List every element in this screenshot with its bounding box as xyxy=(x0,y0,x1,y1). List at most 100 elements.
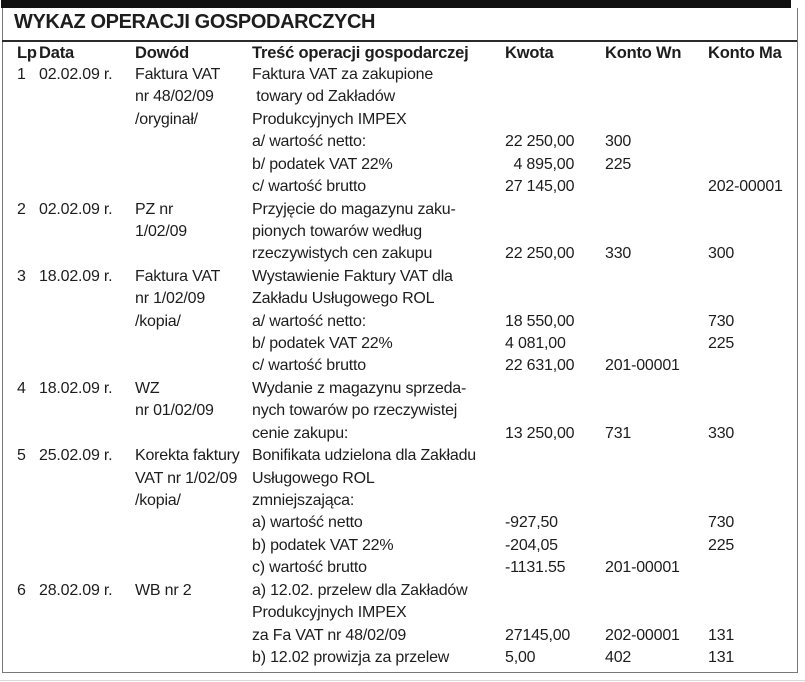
table-row: c/ wartość brutto 27 145,00 202-00001 xyxy=(0,178,805,201)
table-row: a) wartość netto -927,50 730 xyxy=(0,514,805,537)
cell-data: 18.02.09 r. xyxy=(39,267,113,285)
cell-tresc: a/ wartość netto: xyxy=(252,312,366,330)
table-row: 2 02.02.09 r. PZ nr Przyjęcie do magazynu z… xyxy=(0,201,805,224)
cell-wn: 330 xyxy=(605,245,632,263)
cell-ma: 330 xyxy=(708,424,735,442)
cell-ma: 225 xyxy=(708,536,735,554)
column-header-konto-ma: Konto Ma xyxy=(708,44,782,62)
table-row: b) 12.02 prowizja za przelew 5,00 402 131 xyxy=(0,649,805,672)
column-header-data: Data xyxy=(39,44,74,62)
table-row: 1/02/09 pionych towarów według xyxy=(0,223,805,246)
cell-dowod: /kopia/ xyxy=(135,491,181,509)
cell-tresc: Wystawienie Faktury VAT dla xyxy=(252,267,453,285)
cell-tresc: rzeczywistych cen zakupu xyxy=(252,245,433,263)
table-row: Produkcyjnych IMPEX xyxy=(0,604,805,627)
cell-tresc: b) 12.02 prowizja za przelew xyxy=(252,648,450,666)
table-row: nr 01/02/09 nych towarów po rzeczywistej xyxy=(0,402,805,425)
table-row: b/ podatek VAT 22% 4 895,00 225 xyxy=(0,156,805,179)
cell-lp: 1 xyxy=(17,66,26,83)
cell-tresc: b/ podatek VAT 22% xyxy=(252,155,393,173)
cell-dowod: Faktura VAT xyxy=(135,66,221,83)
table-row: /oryginał/Produkcyjnych IMPEX xyxy=(0,111,805,134)
cell-tresc: Faktura VAT za zakupione xyxy=(252,66,434,83)
cell-tresc: b/ podatek VAT 22% xyxy=(252,335,393,353)
cell-ma: 730 xyxy=(708,514,735,532)
table-row: b/ podatek VAT 22% 4 081,00 225 xyxy=(0,335,805,358)
bottom-edge-line xyxy=(0,680,805,681)
cell-dowod: PZ nr xyxy=(135,200,174,218)
cell-lp: 2 xyxy=(17,200,26,218)
table-row: 1 02.02.09 r. Faktura VAT Faktura VAT za za… xyxy=(0,66,805,89)
cell-lp: 3 xyxy=(17,267,26,285)
cell-tresc: a/ wartość netto: xyxy=(252,133,366,151)
cell-kwota: 27145,00 xyxy=(505,626,571,644)
cell-kwota: 27 145,00 xyxy=(505,178,575,196)
cell-wn: 225 xyxy=(605,155,632,173)
cell-tresc: nych towarów po rzeczywistej xyxy=(252,402,458,420)
table-row: nr 48/02/09 towary od Zakładów xyxy=(0,88,805,111)
cell-ma: 131 xyxy=(708,648,735,666)
cell-dowod: nr 48/02/09 xyxy=(135,88,214,106)
cell-tresc: Usługowego ROL xyxy=(252,469,375,487)
cell-kwota: -1131.55 xyxy=(505,559,566,577)
table-row: 4 18.02.09 r. WZ Wydanie z magazynu sprzeda… xyxy=(0,380,805,403)
cell-ma: 730 xyxy=(708,312,735,330)
cell-wn: 402 xyxy=(605,648,632,666)
table-row: /kopia/zmniejszająca: xyxy=(0,492,805,515)
cell-dowod: nr 01/02/09 xyxy=(135,402,214,420)
table-row: /kopia/a/ wartość netto: 18 550,00 730 xyxy=(0,313,805,336)
table-row: za Fa VAT nr 48/02/09 27145,00 202-00001 13… xyxy=(0,627,805,650)
cell-dowod: nr 1/02/09 xyxy=(135,290,206,308)
cell-kwota: 22 250,00 xyxy=(505,133,575,151)
cell-tresc: Wydanie z magazynu sprzeda- xyxy=(252,379,467,397)
cell-tresc: Zakładu Usługowego ROL xyxy=(252,290,435,308)
column-header-lp: Lp xyxy=(17,44,37,62)
cell-ma: 202-00001 xyxy=(708,178,783,196)
cell-wn: 731 xyxy=(605,424,632,442)
cell-kwota: 5,00 xyxy=(505,648,536,666)
cell-data: 02.02.09 r. xyxy=(39,66,113,83)
table-row: a/ wartość netto: 22 250,00 300 xyxy=(0,133,805,156)
table-row: 6 28.02.09 r. WB nr 2 a) 12.02. przelew dla… xyxy=(0,582,805,605)
cell-tresc: pionych towarów według xyxy=(252,222,422,240)
column-header-konto-wn: Konto Wn xyxy=(605,44,682,62)
cell-tresc: towary od Zakładów xyxy=(252,88,395,106)
cell-dowod: WB nr 2 xyxy=(135,581,192,599)
cell-wn: 300 xyxy=(605,133,632,151)
cell-kwota: 13 250,00 xyxy=(505,424,575,442)
top-black-bar xyxy=(1,0,791,8)
table-row: c/ wartość brutto 22 631,00 201-00001 xyxy=(0,357,805,380)
cell-kwota: 4 895,00 xyxy=(505,155,575,173)
cell-dowod: 1/02/09 xyxy=(135,222,187,240)
table-row: cenie zakupu: 13 250,00 731 330 xyxy=(0,425,805,448)
table-row: 5 25.02.09 r. Korekta faktury Bonifikata ud… xyxy=(0,447,805,470)
cell-lp: 6 xyxy=(17,581,26,599)
cell-kwota: 22 250,00 xyxy=(505,245,575,263)
table-row: VAT nr 1/02/09 Usługowego ROL xyxy=(0,470,805,493)
cell-dowod: WZ xyxy=(135,379,160,397)
cell-kwota: -204,05 xyxy=(505,536,558,554)
cell-tresc: Produkcyjnych IMPEX xyxy=(252,604,407,622)
cell-data: 18.02.09 r. xyxy=(39,379,113,397)
cell-tresc: a) 12.02. przelew dla Zakładów xyxy=(252,581,468,599)
table-row: rzeczywistych cen zakupu 22 250,00 330 300 xyxy=(0,245,805,268)
cell-data: 28.02.09 r. xyxy=(39,581,113,599)
cell-tresc: c/ wartość brutto xyxy=(252,357,366,375)
cell-ma: 225 xyxy=(708,335,735,353)
cell-tresc: Produkcyjnych IMPEX xyxy=(252,110,407,128)
table-row: 3 18.02.09 r. Faktura VAT Wystawienie Faktu… xyxy=(0,268,805,291)
cell-dowod: Korekta faktury xyxy=(135,447,240,465)
title-separator-line xyxy=(2,40,797,42)
cell-kwota: 4 081,00 xyxy=(505,335,566,353)
cell-dowod: /kopia/ xyxy=(135,312,181,330)
cell-tresc: b) podatek VAT 22% xyxy=(252,536,394,554)
cell-wn: 201-00001 xyxy=(605,357,680,375)
cell-tresc: za Fa VAT nr 48/02/09 xyxy=(252,626,407,644)
cell-data: 02.02.09 r. xyxy=(39,200,113,218)
page-title: WYKAZ OPERACJI GOSPODARCZYCH xyxy=(14,11,376,33)
cell-lp: 4 xyxy=(17,379,26,397)
cell-tresc: a) wartość netto xyxy=(252,514,363,532)
cell-lp: 5 xyxy=(17,447,26,465)
